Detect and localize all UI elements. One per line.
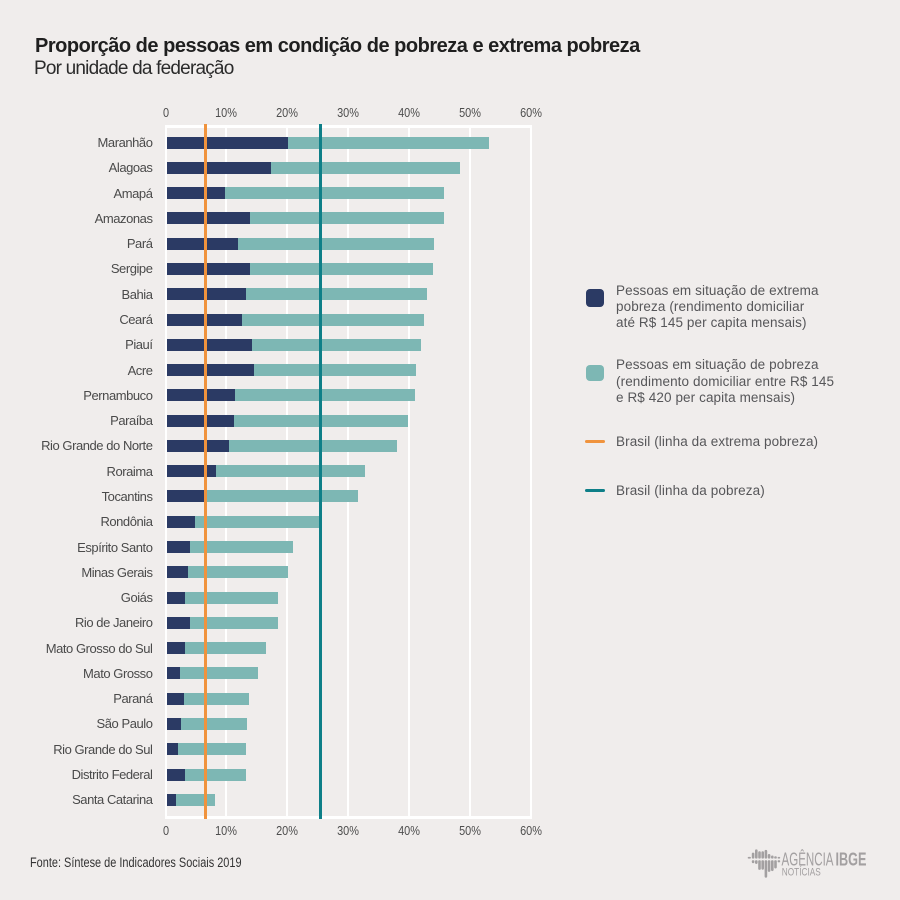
svg-text:NOTÍCIAS: NOTÍCIAS bbox=[782, 866, 821, 879]
svg-text:AGÊNCIA: AGÊNCIA bbox=[782, 850, 834, 870]
svg-text:IBGE: IBGE bbox=[836, 850, 867, 870]
